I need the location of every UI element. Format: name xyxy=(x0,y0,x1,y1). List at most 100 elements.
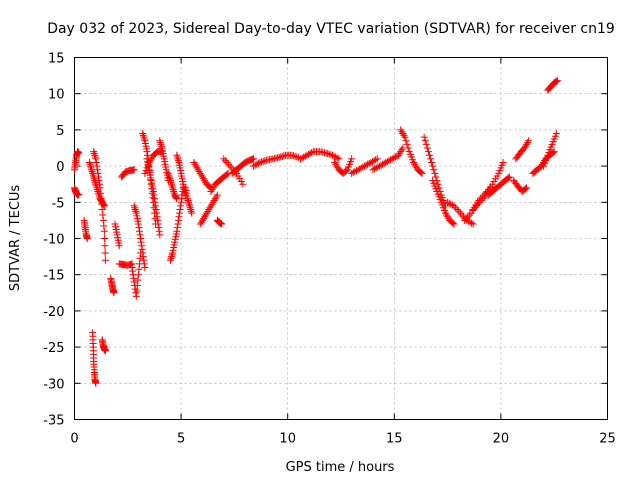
data-point xyxy=(93,166,101,174)
data-point xyxy=(136,231,144,239)
series-arc-ag xyxy=(397,126,426,177)
data-point xyxy=(453,206,461,214)
data-point xyxy=(174,157,182,165)
data-point xyxy=(342,167,350,175)
series-arc-r xyxy=(164,169,181,203)
data-point xyxy=(166,256,174,264)
data-point xyxy=(397,126,405,134)
data-point xyxy=(308,149,316,157)
data-point xyxy=(348,169,356,177)
data-point xyxy=(96,180,104,188)
data-point xyxy=(275,153,283,161)
data-point xyxy=(398,146,406,154)
data-point xyxy=(521,185,529,193)
data-point xyxy=(390,154,398,162)
data-point xyxy=(379,160,387,168)
data-point xyxy=(480,193,488,201)
data-point xyxy=(139,131,147,139)
data-point xyxy=(92,158,100,166)
data-point xyxy=(201,177,209,185)
data-point xyxy=(97,189,105,197)
data-point xyxy=(499,158,507,166)
data-point xyxy=(250,162,258,170)
data-point xyxy=(364,160,372,168)
data-point xyxy=(174,220,182,228)
x-tick-label: 5 xyxy=(177,432,185,447)
data-point xyxy=(89,171,97,179)
data-point xyxy=(199,215,207,223)
data-point xyxy=(210,196,218,204)
data-point xyxy=(198,173,206,181)
data-point xyxy=(176,206,184,214)
data-point xyxy=(251,161,259,169)
data-point xyxy=(332,160,340,168)
data-point xyxy=(131,204,139,212)
data-point xyxy=(455,207,463,215)
data-point xyxy=(187,206,195,214)
data-point xyxy=(132,292,140,300)
data-point xyxy=(300,153,308,161)
y-tick-label: 5 xyxy=(56,124,64,139)
data-point xyxy=(301,152,309,160)
data-point xyxy=(194,166,202,174)
data-point xyxy=(88,168,96,176)
data-point xyxy=(223,170,231,178)
data-point xyxy=(469,206,477,214)
data-point xyxy=(471,204,479,212)
data-point xyxy=(427,155,435,163)
data-point xyxy=(174,155,182,163)
data-point xyxy=(477,196,485,204)
data-point xyxy=(370,157,378,165)
tick-layer: 0 5 10 15 20 25 15 10 5 0 -5 -10 -15 -20 -25 -30 -35 xyxy=(43,52,616,447)
data-point xyxy=(101,256,109,264)
series-arc-w xyxy=(196,191,221,228)
series-arc-an xyxy=(510,177,530,195)
data-point xyxy=(130,166,138,174)
data-point xyxy=(253,160,261,168)
data-point xyxy=(522,184,530,192)
data-point xyxy=(177,202,185,210)
data-point xyxy=(173,227,181,235)
data-point xyxy=(444,213,452,221)
data-point xyxy=(190,158,198,166)
data-point xyxy=(156,231,164,239)
data-point xyxy=(172,194,180,202)
data-point xyxy=(98,206,106,214)
data-point xyxy=(183,195,191,203)
data-point xyxy=(293,153,301,161)
series-arc-s xyxy=(166,184,187,264)
data-point xyxy=(550,148,558,156)
data-point xyxy=(524,139,532,147)
data-point xyxy=(98,200,106,208)
series-arc-h xyxy=(107,274,118,297)
data-point xyxy=(150,195,158,203)
series-arc-ah xyxy=(420,133,449,210)
data-point xyxy=(330,152,338,160)
data-point xyxy=(447,200,455,208)
y-tick-label: -30 xyxy=(43,377,64,392)
series-arc-ao xyxy=(512,137,533,163)
y-axis-label: SDTVAR / TECUs xyxy=(8,185,23,292)
data-point xyxy=(465,211,473,219)
data-point xyxy=(193,164,201,172)
data-point xyxy=(205,206,213,214)
marker-layer xyxy=(71,77,561,387)
data-point xyxy=(399,130,407,138)
data-point xyxy=(140,260,148,268)
y-tick-label: -10 xyxy=(43,233,64,248)
data-point xyxy=(95,191,103,199)
data-point xyxy=(373,155,381,163)
data-point xyxy=(298,154,306,162)
grid-layer xyxy=(74,57,608,420)
data-point xyxy=(466,218,474,226)
data-point xyxy=(220,155,228,163)
data-point xyxy=(385,157,393,165)
data-point xyxy=(90,148,98,156)
data-point xyxy=(186,204,194,212)
x-axis-label: GPS time / hours xyxy=(286,460,395,475)
data-point xyxy=(195,168,203,176)
data-point xyxy=(157,140,165,148)
data-point xyxy=(445,199,453,207)
data-point xyxy=(133,287,141,295)
